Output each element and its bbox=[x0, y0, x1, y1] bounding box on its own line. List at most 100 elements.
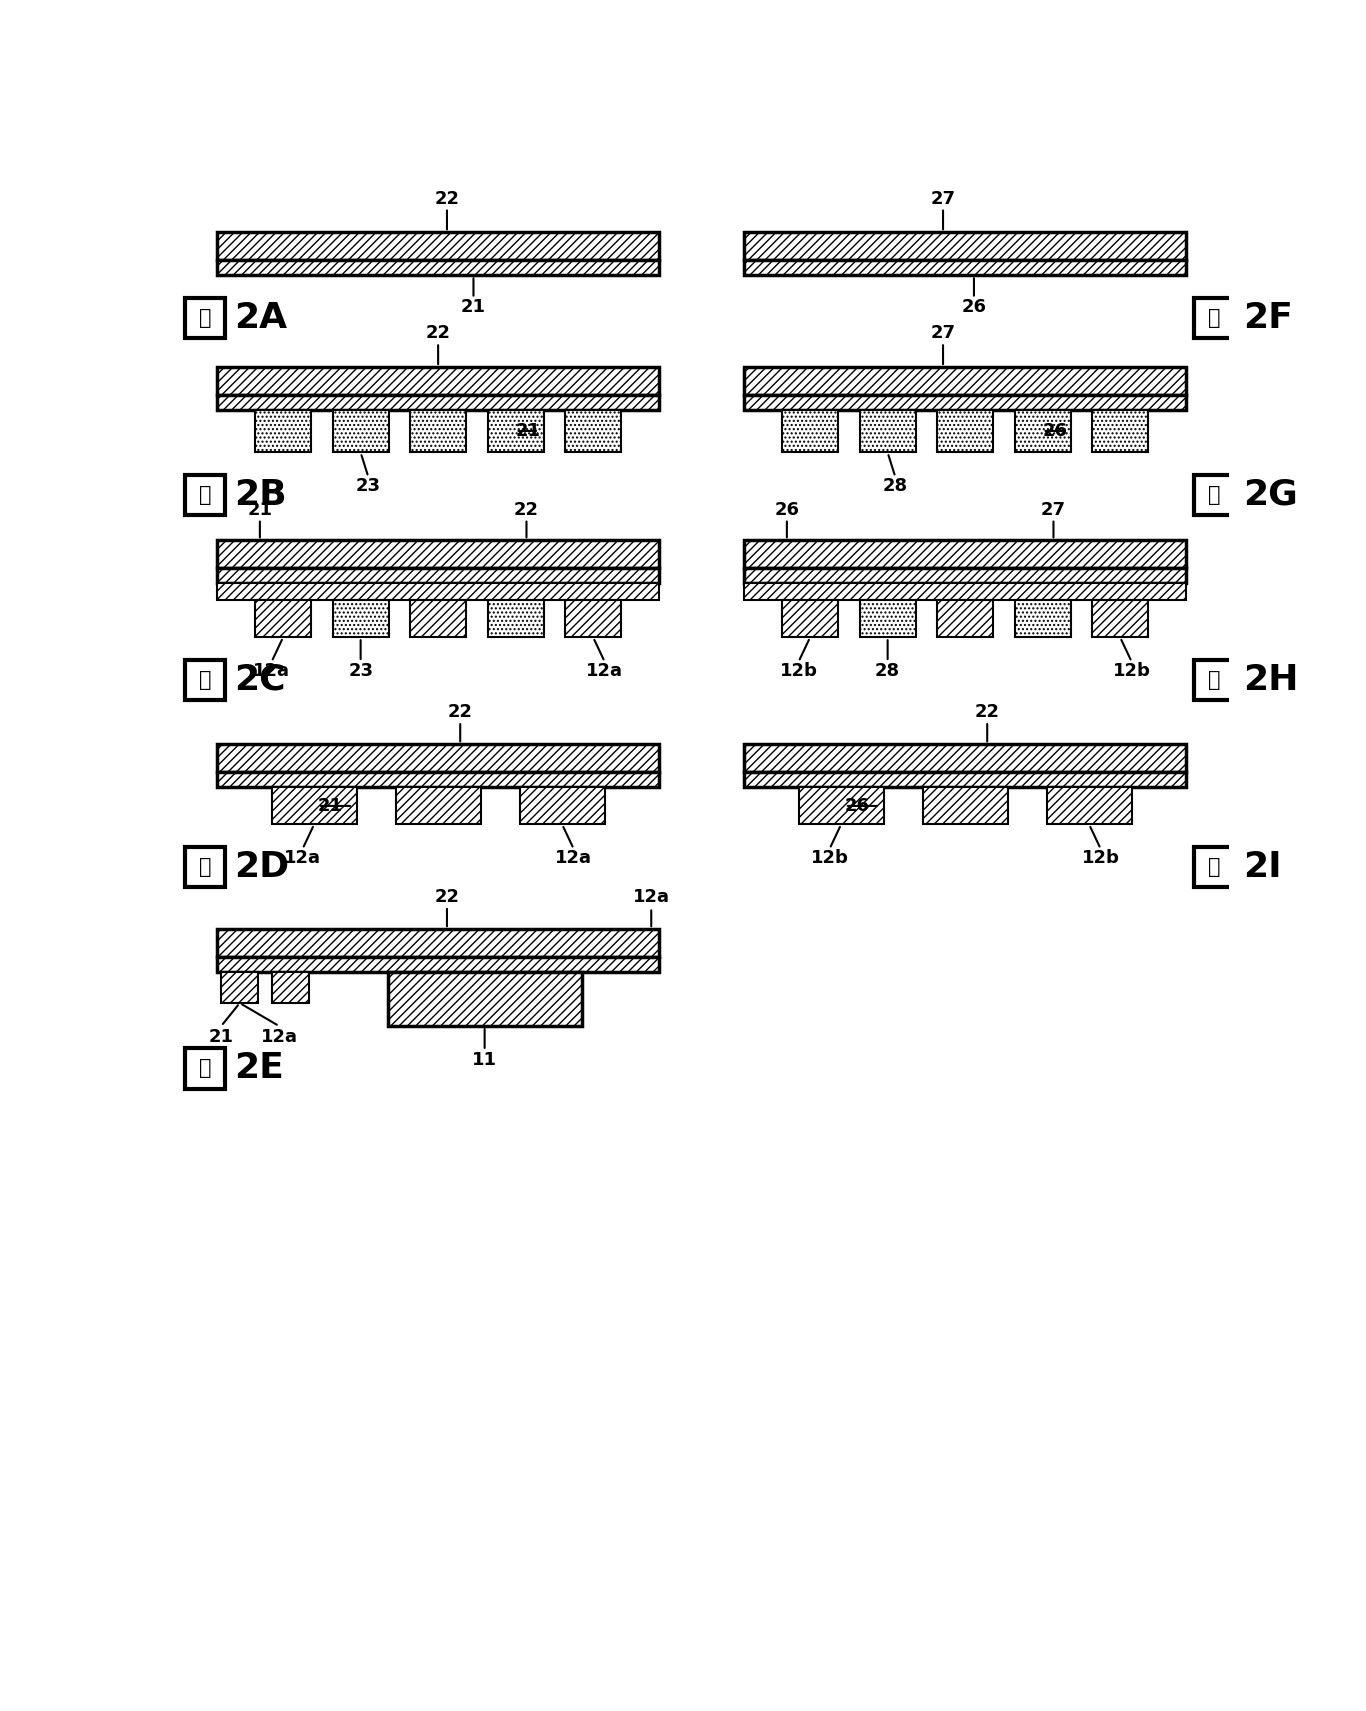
Text: 26: 26 bbox=[846, 797, 870, 814]
Bar bbox=[217, 583, 658, 601]
Bar bbox=[272, 972, 310, 1003]
Bar bbox=[217, 929, 658, 956]
Text: 12a: 12a bbox=[261, 1028, 298, 1045]
Bar bbox=[488, 601, 544, 636]
Text: 11: 11 bbox=[473, 1051, 497, 1069]
Bar bbox=[744, 744, 1186, 772]
Bar bbox=[937, 601, 993, 636]
Bar bbox=[1194, 476, 1233, 515]
Text: 21: 21 bbox=[460, 298, 486, 317]
Text: 図: 図 bbox=[1208, 669, 1220, 690]
Bar bbox=[184, 298, 225, 337]
Text: 2G: 2G bbox=[1243, 477, 1298, 512]
Text: 12a: 12a bbox=[555, 849, 593, 867]
Text: 2E: 2E bbox=[235, 1052, 284, 1085]
Text: 12a: 12a bbox=[253, 662, 290, 679]
Text: 23: 23 bbox=[357, 477, 381, 494]
Bar bbox=[1194, 660, 1233, 700]
Bar bbox=[744, 260, 1186, 275]
Bar bbox=[744, 583, 1186, 601]
Bar bbox=[1015, 601, 1071, 636]
Text: 図: 図 bbox=[1208, 857, 1220, 876]
Bar bbox=[859, 411, 915, 452]
Bar bbox=[217, 395, 658, 411]
Text: 21: 21 bbox=[318, 797, 343, 814]
Bar bbox=[217, 260, 658, 275]
Bar bbox=[255, 601, 311, 636]
Bar bbox=[1093, 411, 1147, 452]
Text: 23: 23 bbox=[348, 662, 373, 679]
Text: 22: 22 bbox=[426, 325, 451, 342]
Bar bbox=[744, 568, 1186, 583]
Text: 27: 27 bbox=[930, 325, 956, 342]
Text: 21: 21 bbox=[515, 423, 541, 440]
Bar bbox=[744, 772, 1186, 787]
Text: 22: 22 bbox=[434, 190, 459, 207]
Text: 21: 21 bbox=[247, 501, 272, 518]
Text: 図: 図 bbox=[198, 857, 212, 876]
Text: 12a: 12a bbox=[632, 888, 669, 907]
Bar bbox=[221, 972, 258, 1003]
Bar bbox=[783, 601, 837, 636]
Bar bbox=[744, 541, 1186, 568]
Bar bbox=[1046, 787, 1132, 825]
Text: 2F: 2F bbox=[1243, 301, 1294, 335]
Bar bbox=[388, 972, 582, 1027]
Bar bbox=[410, 601, 466, 636]
Bar bbox=[272, 787, 357, 825]
Bar bbox=[1093, 601, 1147, 636]
Text: 12a: 12a bbox=[586, 662, 623, 679]
Bar bbox=[488, 411, 544, 452]
Bar bbox=[799, 787, 884, 825]
Bar bbox=[333, 601, 388, 636]
Bar bbox=[184, 476, 225, 515]
Text: 12b: 12b bbox=[1113, 662, 1150, 679]
Text: 26: 26 bbox=[962, 298, 986, 317]
Text: 2D: 2D bbox=[235, 850, 290, 885]
Bar bbox=[1194, 847, 1233, 886]
Text: 図: 図 bbox=[198, 669, 212, 690]
Text: 22: 22 bbox=[975, 703, 1000, 722]
Text: 22: 22 bbox=[434, 888, 459, 907]
Bar bbox=[184, 660, 225, 700]
Text: 2H: 2H bbox=[1243, 662, 1299, 696]
Bar bbox=[1194, 298, 1233, 337]
Bar bbox=[217, 568, 658, 583]
Text: 12a: 12a bbox=[284, 849, 321, 867]
Text: 22: 22 bbox=[514, 501, 540, 518]
Text: 26: 26 bbox=[1042, 423, 1068, 440]
Text: 12b: 12b bbox=[1082, 849, 1120, 867]
Bar bbox=[217, 744, 658, 772]
Bar bbox=[859, 601, 915, 636]
Text: 図: 図 bbox=[1208, 308, 1220, 329]
Bar bbox=[333, 411, 388, 452]
Bar bbox=[217, 368, 658, 395]
Text: 26: 26 bbox=[775, 501, 799, 518]
Text: 2I: 2I bbox=[1243, 850, 1281, 885]
Text: 図: 図 bbox=[198, 308, 212, 329]
Bar bbox=[217, 541, 658, 568]
Text: 2C: 2C bbox=[235, 662, 285, 696]
Bar bbox=[184, 847, 225, 886]
Text: 図: 図 bbox=[198, 1059, 212, 1078]
Bar bbox=[744, 368, 1186, 395]
Text: 28: 28 bbox=[876, 662, 900, 679]
Bar bbox=[566, 411, 622, 452]
Bar bbox=[519, 787, 605, 825]
Text: 27: 27 bbox=[930, 190, 956, 207]
Text: 2B: 2B bbox=[235, 477, 287, 512]
Bar bbox=[217, 956, 658, 972]
Text: 図: 図 bbox=[198, 484, 212, 505]
Text: 2A: 2A bbox=[235, 301, 287, 335]
Bar bbox=[1015, 411, 1071, 452]
Text: 27: 27 bbox=[1041, 501, 1065, 518]
Bar bbox=[255, 411, 311, 452]
Text: 12b: 12b bbox=[810, 849, 848, 867]
Text: 22: 22 bbox=[448, 703, 473, 722]
Bar bbox=[744, 233, 1186, 260]
Bar bbox=[744, 395, 1186, 411]
Bar bbox=[410, 411, 466, 452]
Text: 28: 28 bbox=[882, 477, 908, 494]
Bar bbox=[217, 233, 658, 260]
Bar bbox=[937, 411, 993, 452]
